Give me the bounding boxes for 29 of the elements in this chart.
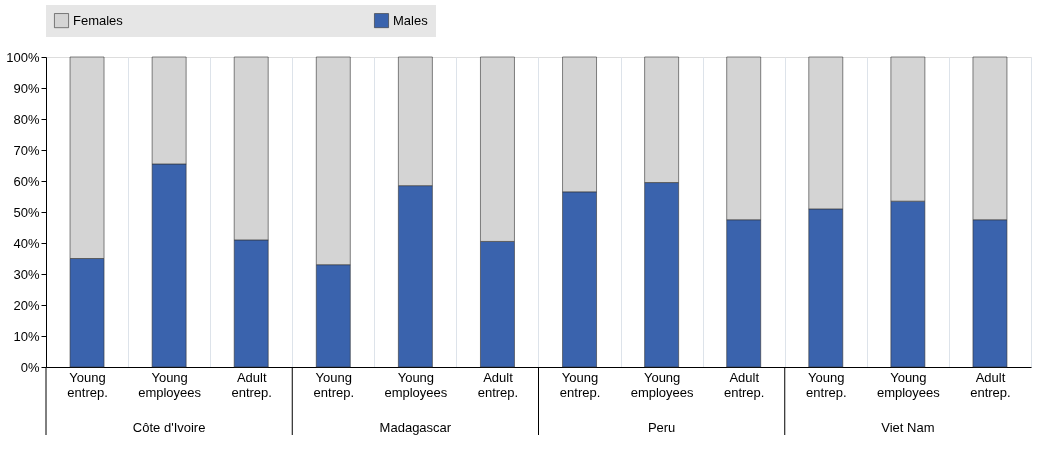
y-tick-label: 60% <box>13 173 40 189</box>
text: Côte d'Ivoire <box>132 420 206 435</box>
text: Viet Nam <box>881 420 935 435</box>
y-tick-label: 20% <box>13 297 40 313</box>
x-tick-label: Young employees <box>630 369 695 400</box>
y-tick-label: 30% <box>13 266 40 282</box>
y-tick-label: 50% <box>13 204 40 220</box>
text: Peru <box>647 420 676 435</box>
legend-label: Males <box>393 12 429 28</box>
x-tick-label: Young entrep. <box>67 369 108 400</box>
y-tick-label: 0% <box>20 359 40 375</box>
x-tick-label: Adult entrep. <box>723 369 765 400</box>
x-tick-label: Young entrep. <box>313 369 355 400</box>
x-tick-label: Adult entrep. <box>231 369 272 400</box>
x-tick-label: Young entrep. <box>559 369 601 400</box>
x-tick-label: Young employees <box>876 369 941 400</box>
x-tick-label: Young employees <box>138 369 202 400</box>
legend-label: Females <box>73 12 124 28</box>
x-tick-label: Adult entrep. <box>477 369 519 400</box>
text: Madagascar <box>379 420 452 435</box>
y-tick-label: 100% <box>6 49 40 65</box>
x-tick-label: Young employees <box>384 369 448 400</box>
x-tick-label: Adult entrep. <box>970 369 1011 400</box>
y-tick-label: 80% <box>13 111 40 127</box>
y-tick-label: 90% <box>13 80 40 96</box>
y-tick-label: 40% <box>13 235 40 251</box>
x-tick-label: Young entrep. <box>806 369 847 400</box>
y-tick-label: 70% <box>13 142 40 158</box>
y-tick-label: 10% <box>13 328 40 344</box>
